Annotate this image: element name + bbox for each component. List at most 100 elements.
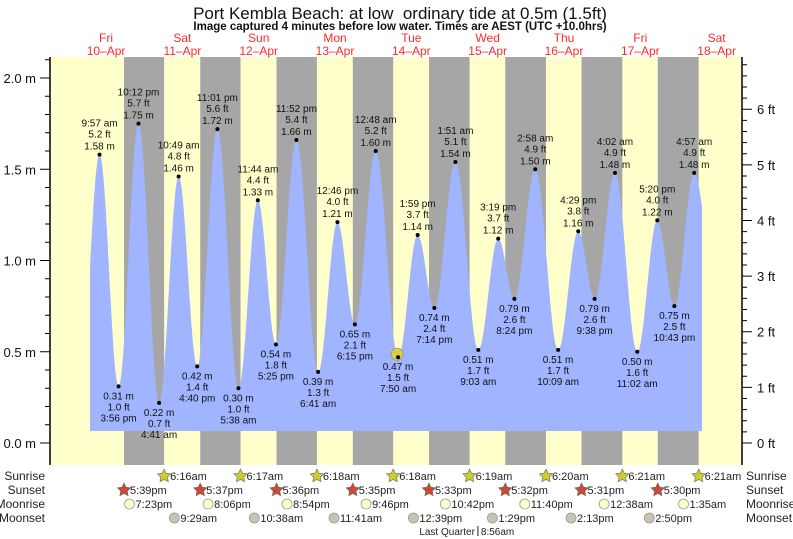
extreme-time: 12:48 am <box>355 115 397 126</box>
extreme-height-ft: 1.0 ft <box>107 402 129 413</box>
y-tick-label-ft: 4 ft <box>757 213 775 228</box>
extreme-point <box>195 364 200 369</box>
moonrise-time: 8:54pm <box>293 499 330 511</box>
extreme-time: 11:01 pm <box>197 93 238 104</box>
extreme-height-ft: 4.9 ft <box>524 144 546 155</box>
y-tick-label-m: 1.0 m <box>3 254 36 269</box>
extreme-height-m: 1.21 m <box>322 209 353 220</box>
extreme-point <box>352 322 357 327</box>
extreme-time: 3:19 pm <box>480 203 516 214</box>
extreme-height-ft: 1.3 ft <box>307 388 329 399</box>
sunrise-time: 6:21am <box>628 471 665 483</box>
sunrise-icon <box>538 468 554 483</box>
extreme-height-m: 0.75 m <box>659 311 690 322</box>
sunrise-time: 6:16am <box>170 471 207 483</box>
extreme-time: 4:41 am <box>141 430 177 441</box>
extreme-height-ft: 5.1 ft <box>444 137 466 148</box>
sunrise-icon <box>156 468 172 483</box>
extreme-height-ft: 1.7 ft <box>547 366 569 377</box>
extreme-height-ft: 1.8 ft <box>265 360 287 371</box>
extreme-height-ft: 1.6 ft <box>626 368 648 379</box>
moonrise-time: 1:35am <box>689 499 726 511</box>
sunrise-time: 6:18am <box>399 471 436 483</box>
extreme-height-ft: 4.0 ft <box>326 197 348 208</box>
moonrise-time: 11:40pm <box>531 499 573 511</box>
extreme-height-m: 1.12 m <box>483 226 514 237</box>
moonset-row-label-right: Moonset <box>746 511 793 525</box>
sunset-time: 5:35pm <box>359 485 396 497</box>
y-tick-label-m: 1.5 m <box>3 162 36 177</box>
sunset-icon <box>421 482 437 497</box>
day-of-week-label: Fri <box>99 31 113 45</box>
sunrise-time: 6:21am <box>705 471 742 483</box>
tide-area <box>90 123 702 431</box>
y-tick-label-ft: 0 ft <box>757 436 775 451</box>
moonset-time: 10:38am <box>260 513 303 525</box>
extreme-height-m: 1.58 m <box>84 142 115 153</box>
date-label: 10–Apr <box>87 44 126 58</box>
moonrise-icon <box>439 498 451 510</box>
date-label: 17–Apr <box>621 44 660 58</box>
extreme-height-ft: 5.7 ft <box>127 99 149 110</box>
extreme-height-m: 1.60 m <box>360 138 391 149</box>
extreme-height-m: 0.39 m <box>303 377 334 388</box>
extreme-time: 4:40 pm <box>179 393 215 404</box>
extreme-point <box>396 355 401 360</box>
extreme-height-ft: 4.9 ft <box>683 148 705 159</box>
extreme-time: 9:38 pm <box>577 326 613 337</box>
day-of-week-label: Tue <box>401 31 422 45</box>
sunset-time: 5:36pm <box>283 485 320 497</box>
moonset-time: 2:13pm <box>577 513 614 525</box>
extreme-height-m: 1.16 m <box>563 218 594 229</box>
sunrise-row-label: Sunrise <box>4 469 45 483</box>
extreme-height-ft: 1.0 ft <box>227 404 249 415</box>
moonrise-icon <box>360 498 372 510</box>
day-labels: Fri10–AprSat11–AprSun12–AprMon13–AprTue1… <box>87 31 736 58</box>
sunset-time: 5:39pm <box>130 485 167 497</box>
extreme-height-m: 0.54 m <box>261 349 292 360</box>
extreme-height-ft: 5.4 ft <box>285 115 307 126</box>
y-tick-label-m: 0.0 m <box>3 436 36 451</box>
extreme-height-m: 1.72 m <box>202 116 233 127</box>
moonset-icon <box>408 512 419 524</box>
extreme-time: 11:44 am <box>237 164 278 175</box>
extreme-point <box>335 220 340 225</box>
extreme-height-m: 0.79 m <box>499 304 530 315</box>
sunrise-row-label-right: Sunrise <box>746 469 787 483</box>
day-of-week-label: Sun <box>248 31 269 45</box>
extreme-height-ft: 4.9 ft <box>604 148 626 159</box>
moonset-row-label: Moonset <box>0 511 46 525</box>
extreme-height-ft: 1.4 ft <box>186 382 208 393</box>
extreme-height-m: 0.51 m <box>463 355 494 366</box>
date-label: 13–Apr <box>316 44 355 58</box>
extreme-height-ft: 0.7 ft <box>148 419 170 430</box>
y-tick-label-ft: 2 ft <box>757 325 775 340</box>
extreme-point <box>432 305 437 310</box>
sunset-time: 5:31pm <box>588 485 625 497</box>
sunset-icon <box>650 482 666 497</box>
day-of-week-label: Mon <box>323 31 346 45</box>
date-label: 16–Apr <box>545 44 584 58</box>
extreme-time: 4:29 pm <box>560 195 596 206</box>
extreme-point <box>157 400 162 405</box>
sunrise-icon <box>691 468 706 483</box>
extreme-height-ft: 2.4 ft <box>423 324 445 335</box>
extreme-point <box>672 304 677 309</box>
extreme-height-m: 0.74 m <box>419 313 450 324</box>
moonrise-time: 10:42pm <box>451 499 494 511</box>
moonrise-icon <box>202 498 214 510</box>
sunset-icon <box>345 482 361 497</box>
extreme-height-ft: 1.7 ft <box>467 366 489 377</box>
extreme-height-ft: 4.0 ft <box>646 195 668 206</box>
day-of-week-label: Sat <box>708 31 727 45</box>
extreme-point <box>476 347 481 352</box>
moonset-time: 1:29pm <box>498 513 535 525</box>
extreme-time: 10:43 pm <box>654 333 696 344</box>
extreme-time: 8:24 pm <box>496 326 532 337</box>
extreme-point <box>576 229 581 234</box>
extreme-height-m: 0.47 m <box>383 362 414 373</box>
extreme-height-m: 0.30 m <box>223 393 254 404</box>
extreme-point <box>592 296 597 301</box>
extreme-height-ft: 2.1 ft <box>344 340 366 351</box>
